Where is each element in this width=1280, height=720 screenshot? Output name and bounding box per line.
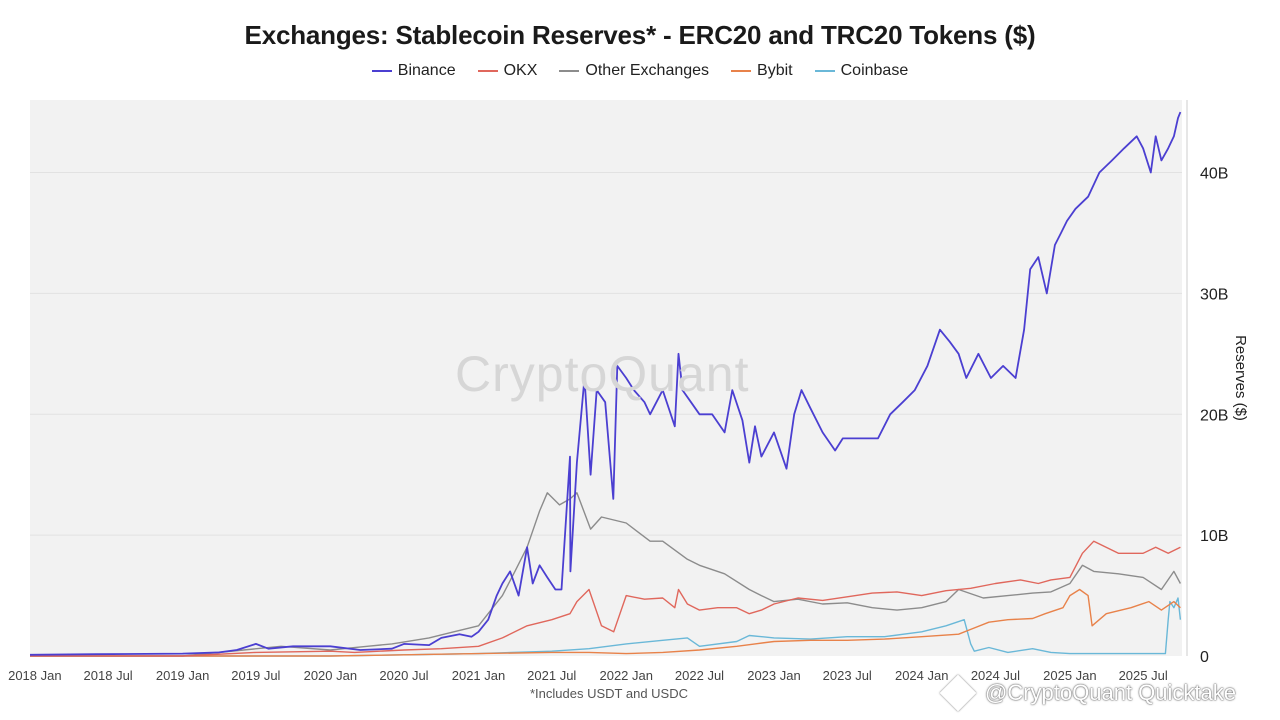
- chart-title: Exchanges: Stablecoin Reserves* - ERC20 …: [244, 20, 1036, 50]
- legend-swatch: [559, 70, 580, 72]
- footnote: *Includes USDT and USDC: [530, 686, 688, 701]
- x-tick-label: 2020 Jul: [379, 668, 428, 683]
- series-line-bybit: [30, 588, 1181, 657]
- series-layer: [29, 111, 1182, 657]
- x-tick-label: 2019 Jan: [156, 668, 210, 683]
- legend-swatch: [814, 70, 835, 72]
- x-tick-label: 2022 Jul: [675, 668, 724, 683]
- legend-item-other-exchanges[interactable]: Other Exchanges: [559, 62, 709, 80]
- x-tick-label: 2022 Jan: [599, 668, 653, 683]
- x-tick-label: 2019 Jul: [231, 668, 280, 683]
- y-tick-label: 10B: [1200, 528, 1228, 545]
- x-tick-label: 2021 Jan: [452, 668, 506, 683]
- attribution-text: @CryptoQuant Quicktake: [985, 680, 1236, 705]
- series-line-other-exchanges: [30, 492, 1182, 657]
- x-tick-label: 2021 Jul: [527, 668, 576, 683]
- x-tick-label: 2018 Jan: [8, 668, 62, 683]
- attribution: @CryptoQuant Quicktake: [939, 674, 1236, 712]
- binance-logo-icon: [939, 674, 977, 712]
- legend-label: Coinbase: [840, 62, 909, 79]
- legend-label: Bybit: [757, 62, 793, 79]
- y-tick-label: 0: [1200, 649, 1209, 666]
- x-tick-label: 2025 Jan: [1043, 668, 1097, 683]
- x-tick-label: 2023 Jan: [747, 668, 801, 683]
- x-tick-label: 2023 Jul: [823, 668, 872, 683]
- legend-item-bybit[interactable]: Bybit: [731, 62, 793, 80]
- series-line-binance: [29, 111, 1182, 656]
- x-tick-label: 2018 Jul: [84, 668, 133, 683]
- legend: Binance OKX Other Exchanges Bybit Coinbase: [0, 62, 1280, 80]
- legend-swatch: [731, 70, 752, 72]
- legend-swatch: [371, 70, 392, 72]
- y-tick-label: 30B: [1200, 286, 1228, 303]
- legend-swatch: [477, 70, 498, 72]
- legend-item-binance[interactable]: Binance: [371, 62, 456, 80]
- legend-item-coinbase[interactable]: Coinbase: [814, 62, 909, 80]
- series-line-coinbase: [30, 597, 1182, 657]
- x-tick-label: 2024 Jan: [895, 668, 949, 683]
- x-tick-label: 2025 Jul: [1119, 668, 1168, 683]
- y-axis-label: Reserves ($): [1232, 335, 1249, 421]
- legend-label: OKX: [503, 62, 538, 79]
- x-tick-layer: 2018 Jan 2018 Jul 2019 Jan 2019 Jul 2020 Jan…: [8, 668, 1168, 683]
- series-line-okx: [30, 540, 1181, 657]
- x-tick-label: 2020 Jan: [304, 668, 358, 683]
- y-tick-label: 20B: [1200, 407, 1228, 424]
- legend-label: Binance: [397, 62, 456, 79]
- y-tick-layer: 0 10B 20B 30B 40B: [1200, 166, 1228, 666]
- x-tick-label: 2024 Jul: [971, 668, 1020, 683]
- legend-label: Other Exchanges: [585, 62, 710, 79]
- legend-item-okx[interactable]: OKX: [477, 62, 538, 80]
- watermark: CryptoQuant: [455, 346, 750, 402]
- y-tick-label: 40B: [1200, 166, 1228, 183]
